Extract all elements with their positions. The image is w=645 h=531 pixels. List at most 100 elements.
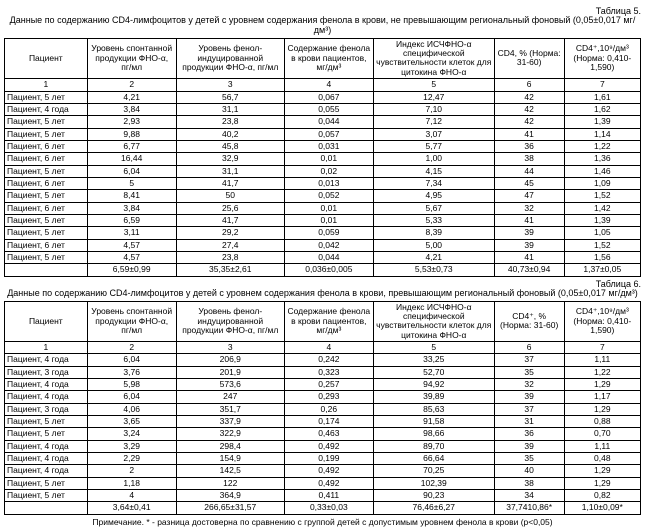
cell: 41	[494, 128, 564, 140]
cell: Пациент, 4 года	[5, 103, 88, 115]
cell: 0,33±0,03	[284, 502, 373, 514]
cell: 5,53±0,73	[373, 264, 494, 276]
cell: 5,67	[373, 202, 494, 214]
cell: 85,63	[373, 403, 494, 415]
cell	[5, 502, 88, 514]
table5: ПациентУровень спонтанной продукции ФНО-…	[4, 38, 641, 277]
table-row: Пациент, 5 лет3,24322,90,46398,66360,70	[5, 428, 641, 440]
cell: 41,7	[176, 177, 284, 189]
cell: 0,031	[284, 140, 373, 152]
cell: Пациент, 5 лет	[5, 477, 88, 489]
col-header: Уровень фенол-индуцированной продукции Ф…	[176, 38, 284, 78]
cell: 3,84	[87, 202, 176, 214]
col-number: 1	[5, 341, 88, 353]
cell: 36	[494, 140, 564, 152]
cell: 0,411	[284, 490, 373, 502]
col-number: 4	[284, 341, 373, 353]
cell: 6,04	[87, 391, 176, 403]
table-row: Пациент, 4 года2,29154,90,19966,64350,48	[5, 453, 641, 465]
col-number: 1	[5, 79, 88, 91]
col-number: 3	[176, 79, 284, 91]
cell: 1,29	[564, 465, 640, 477]
cell: 4,57	[87, 251, 176, 263]
cell: 142,5	[176, 465, 284, 477]
cell: Пациент, 6 лет	[5, 239, 88, 251]
cell: 0,492	[284, 477, 373, 489]
cell: 0,013	[284, 177, 373, 189]
cell: 12,47	[373, 91, 494, 103]
cell: 1,39	[564, 214, 640, 226]
col-header: Содержание фенола в крови пациентов, мг/…	[284, 301, 373, 341]
cell: 0,01	[284, 214, 373, 226]
cell: Пациент, 5 лет	[5, 251, 88, 263]
cell: 29,2	[176, 227, 284, 239]
cell: 0,242	[284, 354, 373, 366]
cell: 32,9	[176, 153, 284, 165]
table-row: Пациент, 5 лет3,65337,90,17491,58310,88	[5, 415, 641, 427]
cell: 31,1	[176, 103, 284, 115]
cell: 1,52	[564, 190, 640, 202]
cell: 1,22	[564, 366, 640, 378]
col-header: Индекс ИСЧФНО-α специфической чувствител…	[373, 301, 494, 341]
cell: 35	[494, 453, 564, 465]
table-row: Пациент, 6 лет541,70,0137,34451,09	[5, 177, 641, 189]
table-row: Пациент, 4 года3,29298,40,49289,70391,11	[5, 440, 641, 452]
cell: 3,84	[87, 103, 176, 115]
cell: 56,7	[176, 91, 284, 103]
cell: 4	[87, 490, 176, 502]
cell: 39	[494, 239, 564, 251]
cell: 4,06	[87, 403, 176, 415]
cell: 0,036±0,005	[284, 264, 373, 276]
cell: Пациент, 6 лет	[5, 153, 88, 165]
cell: Пациент, 5 лет	[5, 428, 88, 440]
cell: 154,9	[176, 453, 284, 465]
col-header: Содержание фенола в крови пациентов, мг/…	[284, 38, 373, 78]
cell: 35	[494, 366, 564, 378]
col-number: 7	[564, 79, 640, 91]
cell: Пациент, 5 лет	[5, 490, 88, 502]
cell: 37	[494, 354, 564, 366]
col-number: 5	[373, 341, 494, 353]
cell: 6,59±0,99	[87, 264, 176, 276]
cell: 1,39	[564, 116, 640, 128]
cell: 247	[176, 391, 284, 403]
cell: Пациент, 5 лет	[5, 128, 88, 140]
cell: 6,04	[87, 354, 176, 366]
cell: 0,257	[284, 378, 373, 390]
table-row: 3,64±0,41266,65±31,570,33±0,0376,46±6,27…	[5, 502, 641, 514]
cell: 6,59	[87, 214, 176, 226]
cell: 1,14	[564, 128, 640, 140]
cell: 52,70	[373, 366, 494, 378]
cell: 0,055	[284, 103, 373, 115]
cell: 0,174	[284, 415, 373, 427]
cell: 0,88	[564, 415, 640, 427]
cell: 364,9	[176, 490, 284, 502]
cell: 5,98	[87, 378, 176, 390]
cell: 41,7	[176, 214, 284, 226]
cell: 5,33	[373, 214, 494, 226]
cell: 1,52	[564, 239, 640, 251]
cell: Пациент, 4 года	[5, 440, 88, 452]
cell: 27,4	[176, 239, 284, 251]
cell: 0,01	[284, 202, 373, 214]
cell: 3,07	[373, 128, 494, 140]
cell: 4,95	[373, 190, 494, 202]
cell: 91,58	[373, 415, 494, 427]
cell: 42	[494, 91, 564, 103]
cell: Пациент, 4 года	[5, 453, 88, 465]
cell: Пациент, 3 года	[5, 403, 88, 415]
col-header: CD4⁺, % (Норма: 31-60)	[494, 301, 564, 341]
col-header: CD4⁺,10⁹/дм³ (Норма: 0,410-1,590)	[564, 38, 640, 78]
cell: 32	[494, 202, 564, 214]
cell: 45	[494, 177, 564, 189]
cell: 0,48	[564, 453, 640, 465]
cell: 8,41	[87, 190, 176, 202]
cell: 2	[87, 465, 176, 477]
table-row: Пациент, 5 лет8,41500,0524,95471,52	[5, 190, 641, 202]
col-header: Уровень спонтанной продукции ФНО-α, пг/м…	[87, 301, 176, 341]
cell: 45,8	[176, 140, 284, 152]
cell: Пациент, 4 года	[5, 354, 88, 366]
cell: 1,00	[373, 153, 494, 165]
cell: 337,9	[176, 415, 284, 427]
cell: 66,64	[373, 453, 494, 465]
